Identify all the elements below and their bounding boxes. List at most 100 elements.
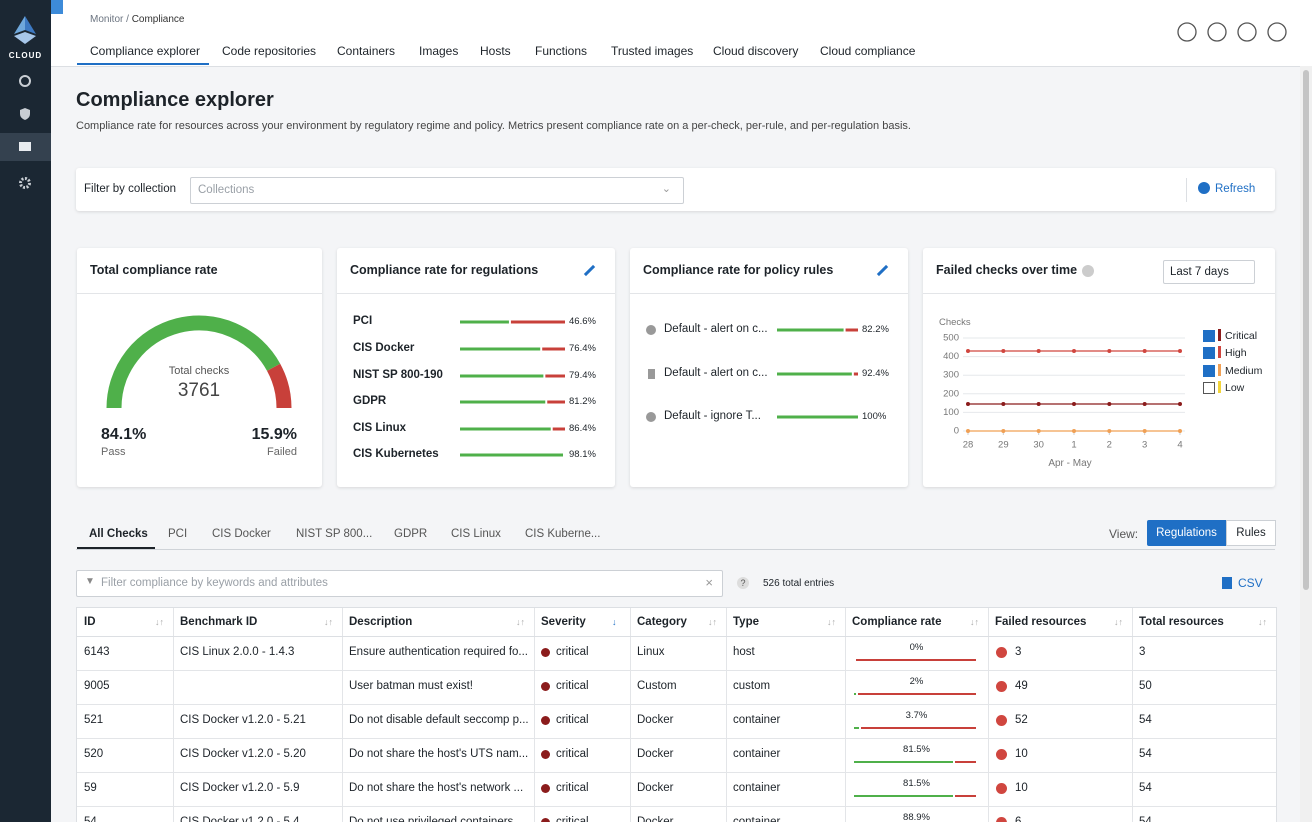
nav-icon[interactable] bbox=[19, 75, 31, 87]
column-divider bbox=[845, 608, 846, 822]
row-line bbox=[77, 670, 1276, 671]
row-line bbox=[77, 738, 1276, 739]
nav-tab[interactable]: Trusted images bbox=[611, 44, 694, 58]
x-axis-label: Apr - May bbox=[1048, 458, 1092, 469]
nav-tab[interactable]: Functions bbox=[535, 44, 588, 58]
column-header[interactable]: Description bbox=[349, 616, 413, 628]
cell: Do not share the host's network ... bbox=[349, 782, 524, 794]
column-header[interactable]: Total resources bbox=[1139, 616, 1224, 628]
logo bbox=[14, 16, 25, 34]
column-header[interactable]: Benchmark ID bbox=[180, 616, 258, 628]
bar-name: CIS Docker bbox=[353, 342, 415, 354]
column-header[interactable]: Category bbox=[637, 616, 687, 628]
nav-icon[interactable] bbox=[20, 108, 30, 120]
legend-checkbox[interactable] bbox=[1203, 330, 1215, 342]
view-option[interactable]: Rules bbox=[1226, 520, 1276, 546]
bar-value: 92.4% bbox=[862, 368, 889, 379]
refresh-button[interactable]: Refresh bbox=[1198, 182, 1255, 195]
legend-swatch bbox=[1218, 329, 1221, 341]
sort-icon[interactable]: ↓↑ bbox=[155, 617, 164, 627]
brand: CLOUD bbox=[8, 51, 43, 60]
nav-tab-indicator bbox=[77, 63, 209, 65]
pass-bar bbox=[854, 693, 857, 695]
card-title: Compliance rate for regulations bbox=[350, 263, 539, 277]
sort-icon[interactable]: ↓↑ bbox=[827, 617, 836, 627]
rate-label: 81.5% bbox=[903, 744, 930, 755]
fail-bar bbox=[860, 727, 976, 729]
nav-tab[interactable]: Compliance explorer bbox=[90, 44, 201, 58]
sort-icon[interactable]: ↓↑ bbox=[1258, 617, 1267, 627]
expand-button[interactable] bbox=[51, 0, 63, 14]
legend-checkbox[interactable] bbox=[1203, 381, 1215, 394]
column-header[interactable]: Type bbox=[733, 616, 759, 628]
row-line bbox=[77, 704, 1276, 705]
pass-bar bbox=[854, 795, 954, 797]
bar-name: CIS Linux bbox=[353, 422, 407, 434]
bar-value: 76.4% bbox=[569, 343, 596, 354]
sort-icon[interactable]: ↓↑ bbox=[324, 617, 333, 627]
collection-select[interactable]: Collections ⌄ bbox=[190, 177, 684, 204]
nav-tab[interactable]: Cloud discovery bbox=[713, 44, 799, 58]
column-header[interactable]: Severity bbox=[541, 616, 586, 628]
help-badge[interactable]: ? bbox=[737, 577, 749, 589]
check-tab[interactable]: All Checks bbox=[89, 528, 148, 540]
card-title: Total compliance rate bbox=[90, 263, 218, 277]
nav-icon[interactable] bbox=[19, 142, 31, 151]
breadcrumb-parent[interactable]: Monitor / bbox=[90, 14, 129, 25]
column-header[interactable]: Compliance rate bbox=[852, 616, 942, 628]
sort-icon[interactable]: ↓↑ bbox=[1114, 617, 1123, 627]
column-header[interactable]: ID bbox=[84, 616, 96, 628]
rate-label: 81.5% bbox=[903, 778, 930, 789]
help-icon[interactable] bbox=[1177, 22, 1197, 42]
clear-button[interactable]: × bbox=[705, 575, 713, 590]
bar-value: 81.2% bbox=[569, 396, 596, 407]
severity-dot bbox=[541, 750, 550, 759]
check-tab[interactable]: CIS Linux bbox=[451, 528, 501, 540]
cell: Docker bbox=[637, 714, 674, 726]
stats-icon[interactable] bbox=[1267, 22, 1287, 42]
user-icon[interactable] bbox=[1237, 22, 1257, 42]
column-header[interactable]: Failed resources bbox=[995, 616, 1087, 628]
breadcrumb-current: Compliance bbox=[131, 14, 185, 25]
cell: CIS Docker v1.2.0 - 5.20 bbox=[180, 748, 306, 760]
pass-bar bbox=[854, 761, 954, 763]
check-tab[interactable]: GDPR bbox=[394, 528, 428, 540]
csv-button[interactable]: CSV bbox=[1222, 576, 1263, 590]
page-description: Compliance rate for resources across you… bbox=[76, 120, 911, 132]
cell: critical bbox=[556, 646, 589, 658]
check-tab[interactable]: CIS Kuberne... bbox=[525, 528, 601, 540]
failed-icon bbox=[996, 817, 1007, 822]
filter-icon: ▼ bbox=[85, 576, 95, 587]
failed-icon bbox=[996, 715, 1007, 726]
sort-icon[interactable]: ↓ bbox=[612, 617, 617, 627]
nav-tab[interactable]: Containers bbox=[337, 44, 396, 58]
nav-tab[interactable]: Hosts bbox=[480, 44, 511, 58]
range-select[interactable]: Last 7 days bbox=[1163, 260, 1255, 284]
rate-label: 88.9% bbox=[903, 812, 930, 822]
check-tab[interactable]: NIST SP 800... bbox=[296, 528, 373, 540]
nav-icon[interactable] bbox=[19, 177, 31, 189]
check-tab[interactable]: CIS Docker bbox=[212, 528, 271, 540]
nav-tab[interactable]: Cloud compliance bbox=[820, 44, 916, 58]
table: ID ↓↑ Benchmark ID ↓↑ Description ↓↑ Severity ↓… bbox=[76, 607, 1277, 822]
sort-icon[interactable]: ↓↑ bbox=[970, 617, 979, 627]
sort-icon[interactable]: ↓↑ bbox=[516, 617, 525, 627]
fail-bar bbox=[955, 795, 976, 797]
nav-tab[interactable]: Images bbox=[419, 44, 459, 58]
legend-checkbox[interactable] bbox=[1203, 347, 1215, 360]
cell: container bbox=[733, 782, 781, 794]
view-option[interactable]: Regulations bbox=[1147, 520, 1226, 546]
cell: User batman must exist! bbox=[349, 680, 473, 692]
rate-label: 3.7% bbox=[905, 710, 928, 721]
bar-value: 86.4% bbox=[569, 423, 596, 434]
nav-tab[interactable]: Code repositories bbox=[222, 44, 317, 58]
bar-value: 46.6% bbox=[569, 316, 596, 327]
help-badge[interactable] bbox=[1082, 265, 1094, 277]
cell: 54 bbox=[1139, 714, 1152, 726]
legend-checkbox[interactable] bbox=[1203, 364, 1215, 377]
table-filter[interactable]: ▼ Filter compliance by keywords and attri… bbox=[76, 570, 723, 597]
check-tab[interactable]: PCI bbox=[168, 528, 188, 540]
cell: 54 bbox=[1139, 782, 1152, 794]
sort-icon[interactable]: ↓↑ bbox=[708, 617, 717, 627]
alerts-icon[interactable] bbox=[1207, 22, 1227, 42]
